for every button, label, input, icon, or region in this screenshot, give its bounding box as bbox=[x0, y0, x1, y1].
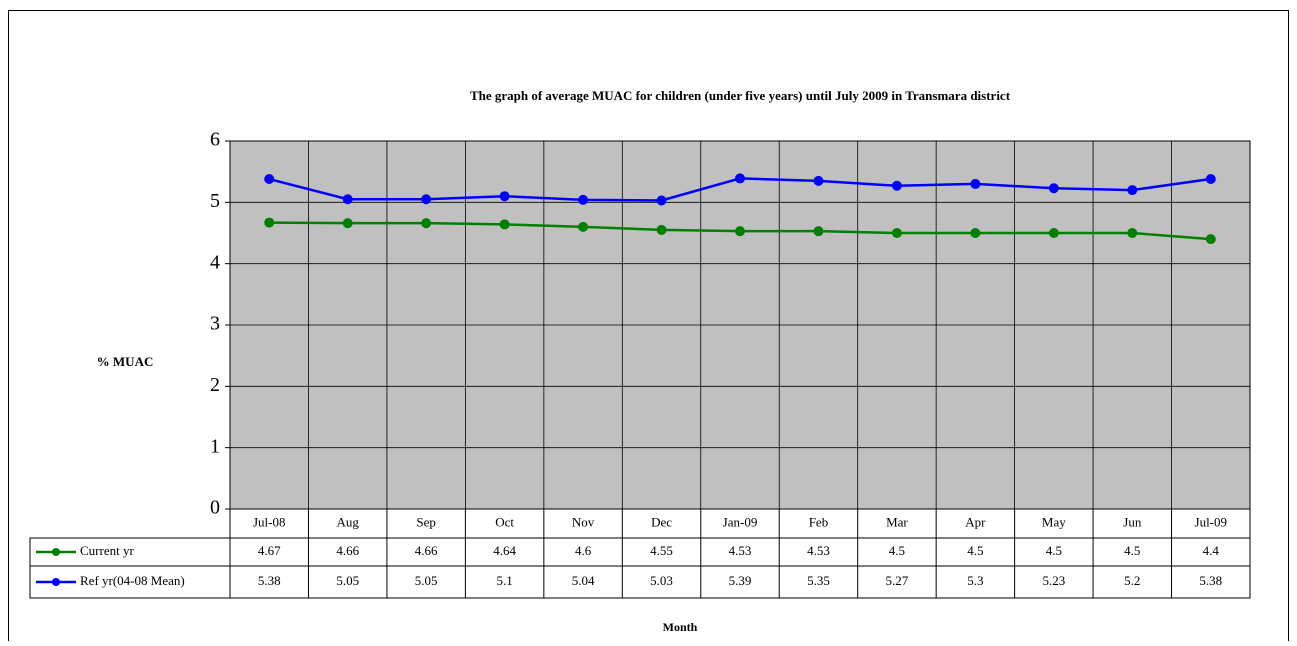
data-table-value: 5.05 bbox=[336, 573, 359, 588]
data-table-value: 4.53 bbox=[807, 543, 830, 558]
data-table-value: 5.35 bbox=[807, 573, 830, 588]
series-point bbox=[970, 228, 981, 238]
data-table-value: 5.39 bbox=[729, 573, 752, 588]
legend-label: Current yr bbox=[80, 543, 134, 558]
y-tick-label: 1 bbox=[210, 435, 220, 457]
series-point bbox=[735, 173, 745, 184]
legend-marker bbox=[52, 548, 60, 556]
data-table-value: 4.53 bbox=[729, 543, 752, 558]
data-table-value: 5.27 bbox=[886, 573, 909, 588]
series-point bbox=[499, 191, 510, 202]
series-point bbox=[342, 218, 353, 229]
data-table-value: 4.55 bbox=[650, 543, 673, 558]
y-tick-label: 3 bbox=[210, 313, 220, 335]
legend-marker bbox=[52, 578, 60, 586]
series-point bbox=[735, 226, 745, 237]
data-table-value: 4.5 bbox=[967, 543, 983, 558]
x-tick-label: Oct bbox=[495, 514, 514, 529]
series-point bbox=[342, 194, 353, 205]
series-point bbox=[1048, 183, 1059, 194]
chart-title: The graph of average MUAC for children (… bbox=[470, 88, 1011, 103]
series-point bbox=[970, 178, 981, 189]
data-table-value: 5.23 bbox=[1042, 573, 1065, 588]
series-point bbox=[656, 224, 667, 235]
series-point bbox=[813, 226, 824, 237]
x-tick-label: Sep bbox=[416, 514, 436, 529]
data-table-value: 5.3 bbox=[967, 573, 983, 588]
series-point bbox=[1127, 228, 1138, 238]
x-tick-label: Mar bbox=[886, 514, 908, 529]
series-point bbox=[1048, 228, 1059, 238]
series-point bbox=[499, 219, 510, 230]
y-tick-label: 0 bbox=[210, 497, 220, 519]
x-tick-label: Jul-08 bbox=[253, 514, 286, 529]
series-point bbox=[578, 194, 589, 205]
x-tick-label: Aug bbox=[336, 514, 359, 529]
x-tick-label: Jan-09 bbox=[723, 514, 758, 529]
x-tick-label: Dec bbox=[651, 514, 672, 529]
data-table-value: 4.6 bbox=[575, 543, 592, 558]
data-table-value: 4.66 bbox=[415, 543, 438, 558]
x-tick-label: May bbox=[1042, 514, 1066, 529]
series-point bbox=[264, 174, 275, 185]
data-table-value: 4.64 bbox=[493, 543, 516, 558]
data-table-value: 4.4 bbox=[1203, 543, 1220, 558]
series-point bbox=[1205, 234, 1216, 245]
x-tick-label: Apr bbox=[965, 514, 986, 529]
data-table-value: 5.38 bbox=[258, 573, 281, 588]
x-tick-label: Nov bbox=[572, 514, 595, 529]
data-table-value: 4.5 bbox=[889, 543, 905, 558]
data-table-value: 4.5 bbox=[1124, 543, 1140, 558]
y-tick-label: 6 bbox=[210, 129, 220, 151]
data-table-body bbox=[29, 537, 1251, 599]
data-table-value: 4.66 bbox=[336, 543, 359, 558]
data-table-value: 5.05 bbox=[415, 573, 438, 588]
x-axis-label: Month bbox=[663, 620, 698, 634]
data-table-value: 5.38 bbox=[1199, 573, 1222, 588]
x-tick-label: Feb bbox=[809, 514, 829, 529]
series-point bbox=[891, 180, 902, 191]
series-point bbox=[264, 217, 275, 228]
data-table-value: 4.67 bbox=[258, 543, 281, 558]
series-point bbox=[813, 175, 824, 186]
series-point bbox=[578, 221, 589, 232]
legend-label: Ref yr(04-08 Mean) bbox=[80, 573, 185, 588]
data-table-value: 5.1 bbox=[496, 573, 512, 588]
series-point bbox=[1205, 174, 1216, 185]
series-point bbox=[421, 194, 432, 205]
chart-border bbox=[8, 10, 1289, 646]
y-axis-label: % MUAC bbox=[97, 354, 154, 369]
data-table-value: 5.03 bbox=[650, 573, 673, 588]
data-table-value: 4.5 bbox=[1046, 543, 1062, 558]
x-tick-label: Jul-09 bbox=[1195, 514, 1228, 529]
y-tick-label: 2 bbox=[210, 374, 220, 396]
y-tick-label: 4 bbox=[210, 251, 220, 273]
series-point bbox=[1127, 185, 1138, 196]
series-point bbox=[891, 228, 902, 238]
series-point bbox=[421, 218, 432, 229]
data-table-value: 5.2 bbox=[1124, 573, 1140, 588]
y-tick-label: 5 bbox=[210, 190, 220, 212]
data-table-value: 5.04 bbox=[572, 573, 595, 588]
x-tick-label: Jun bbox=[1123, 514, 1142, 529]
series-point bbox=[656, 195, 667, 206]
